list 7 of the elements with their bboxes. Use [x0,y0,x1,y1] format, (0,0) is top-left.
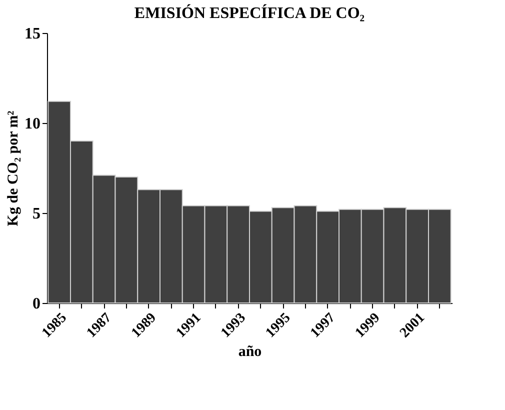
y-tick-label: 0 [32,296,40,312]
y-tick-label: 5 [32,206,40,222]
y-axis-title: Kg de CO₂ por m² [6,110,22,226]
y-tick-label: 10 [24,116,40,132]
y-tick-label: 15 [24,26,40,42]
chart-title: EMISIÓN ESPECÍFICA DE CO₂ [134,4,365,22]
x-axis-title: año [238,344,262,360]
